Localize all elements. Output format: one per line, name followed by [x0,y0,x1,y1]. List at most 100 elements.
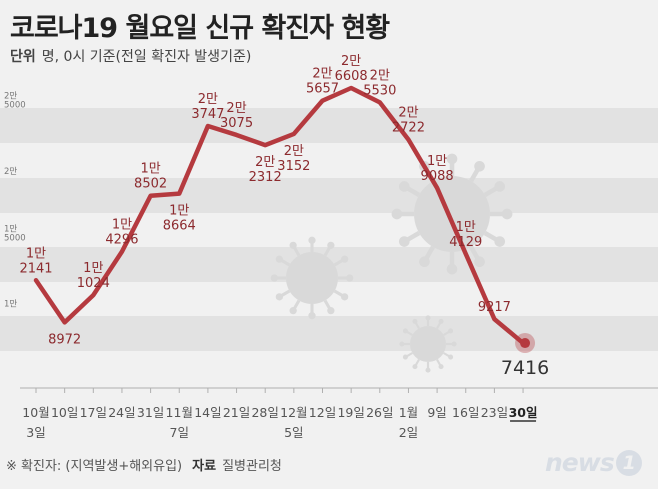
data-label-line: 9088 [421,169,454,184]
virus-small-spike-tip [438,364,444,370]
source-text: 질병관리청 [222,459,282,474]
final-point-marker [520,338,531,349]
virus-medium-spike-tip [289,241,297,249]
data-label-5: 1만 8664 [163,204,196,234]
virus-small-spike-tip [425,315,431,321]
virus-illustrations [270,153,513,373]
logo-text: news [545,448,615,477]
virus-large-spike-tip [474,160,485,172]
virus-small-spike-tip [402,354,408,360]
data-label-line: 5530 [363,83,396,98]
y-tick-label-2: 2만 5000 [4,91,26,110]
data-label-line: 2만 [226,101,246,116]
virus-small-spike-tip [402,328,408,334]
virus-large-body [414,176,490,252]
virus-large-spike-tip [501,208,513,220]
data-label-line: 1만 [83,261,103,276]
y-tick-label-3: 1만 [4,300,17,310]
x-tick-label: 31일 [137,405,164,420]
virus-medium-spike-tip [308,236,316,244]
x-tick-label: 19일 [337,405,364,420]
virus-medium-spike-tip [270,274,278,282]
unit-label: 단위 [10,49,36,65]
virus-medium-spike-tip [327,241,335,249]
y-tick-line: 2만 [4,91,17,101]
data-label-14: 1만 9088 [421,154,454,184]
data-label-line: 1만 [169,204,189,219]
virus-medium-spike-tip [327,307,335,315]
virus-small-spike-tip [412,364,418,370]
virus-medium-spike-tip [341,293,349,301]
virus-medium-spike-tip [341,255,349,263]
x-tick-label: 10일 [51,405,78,420]
data-label-line: 6608 [335,69,368,84]
x-tick-label: 9일 [427,405,446,420]
data-label-line: 3747 [191,107,224,122]
x-tick-label: 21일 [223,405,250,420]
data-label-line: 5657 [306,82,339,97]
data-label-line: 1만 [140,162,160,177]
data-label-9: 2만 3152 [277,144,310,174]
footnote: ※ 확진자: (지역발생+해외유입) [6,459,183,474]
data-label-line: 7416 [501,357,549,379]
background-bands [0,108,658,351]
source-label: 자료 [192,459,217,474]
virus-small-spike-tip [399,341,405,347]
x-tick-label: 17일 [80,405,107,420]
data-label-15: 1만 4129 [449,220,482,250]
footer: ※ 확진자: (지역발생+해외유입) 자료 질병관리청 [6,455,282,474]
virus-medium-spike-tip [308,312,316,320]
virus-large-spike-tip [446,263,458,275]
data-label-2: 1만 1024 [77,261,110,291]
data-label-line: 4296 [105,233,138,248]
data-label-line: 2만 [312,67,332,82]
virus-large-spike-tip [474,256,485,268]
virus-medium-spike-tip [289,307,297,315]
series-path [33,85,526,346]
data-label-8: 2만 2312 [249,155,282,185]
virus-large-spike-tip [446,153,458,165]
data-label-line: 4129 [449,235,482,250]
y-tick-line: 5000 [4,233,26,243]
x-tick-label: 26일 [366,405,393,420]
virus-medium-spike-tip [275,255,283,263]
y-tick-line: 5000 [4,100,26,110]
data-label-line: 2312 [249,170,282,185]
virus-medium-spike-tip [275,293,283,301]
y-tick-label-0: 1만 5000 [4,224,26,243]
virus-small-spike-tip [448,354,454,360]
data-label-line: 3075 [220,116,253,131]
background-band-1 [0,178,658,213]
data-label-10: 2만 5657 [306,67,339,97]
unit-text: 명, 0시 기준(전일 확진자 발생기준) [41,49,252,65]
data-label-line: 2만 [370,68,390,83]
data-label-line: 3152 [277,159,310,174]
data-label-line: 2만 [198,92,218,107]
virus-large-spike-tip [494,181,506,192]
x-tick-label: 24일 [108,405,135,420]
data-label-line: 8664 [163,219,196,234]
data-label-line: 2722 [392,121,425,136]
news1-logo: news 1 [545,448,642,477]
data-label-17: 7416 [501,357,549,379]
x-tick-label: 11월 [166,405,193,420]
data-label-line: 8502 [134,177,167,192]
virus-medium-body [286,252,338,304]
x-tick-label: 16일 [452,405,479,420]
x-tick-label: 10월 [22,405,49,420]
virus-large-spike-tip [419,256,430,268]
virus-small-spike-tip [438,318,444,324]
x-tick-label: 30일 [509,405,538,420]
background-band-3 [0,316,658,351]
virus-small [399,315,457,373]
data-label-line: 9217 [478,300,511,315]
data-label-line: 2만 [341,54,361,69]
x-tick-label: 23일 [481,405,508,420]
data-label-16: 9217 [478,300,511,315]
x-tick-label-sub: 2일 [399,425,418,440]
logo-mark: 1 [615,450,642,476]
virus-small-spike-tip [412,318,418,324]
